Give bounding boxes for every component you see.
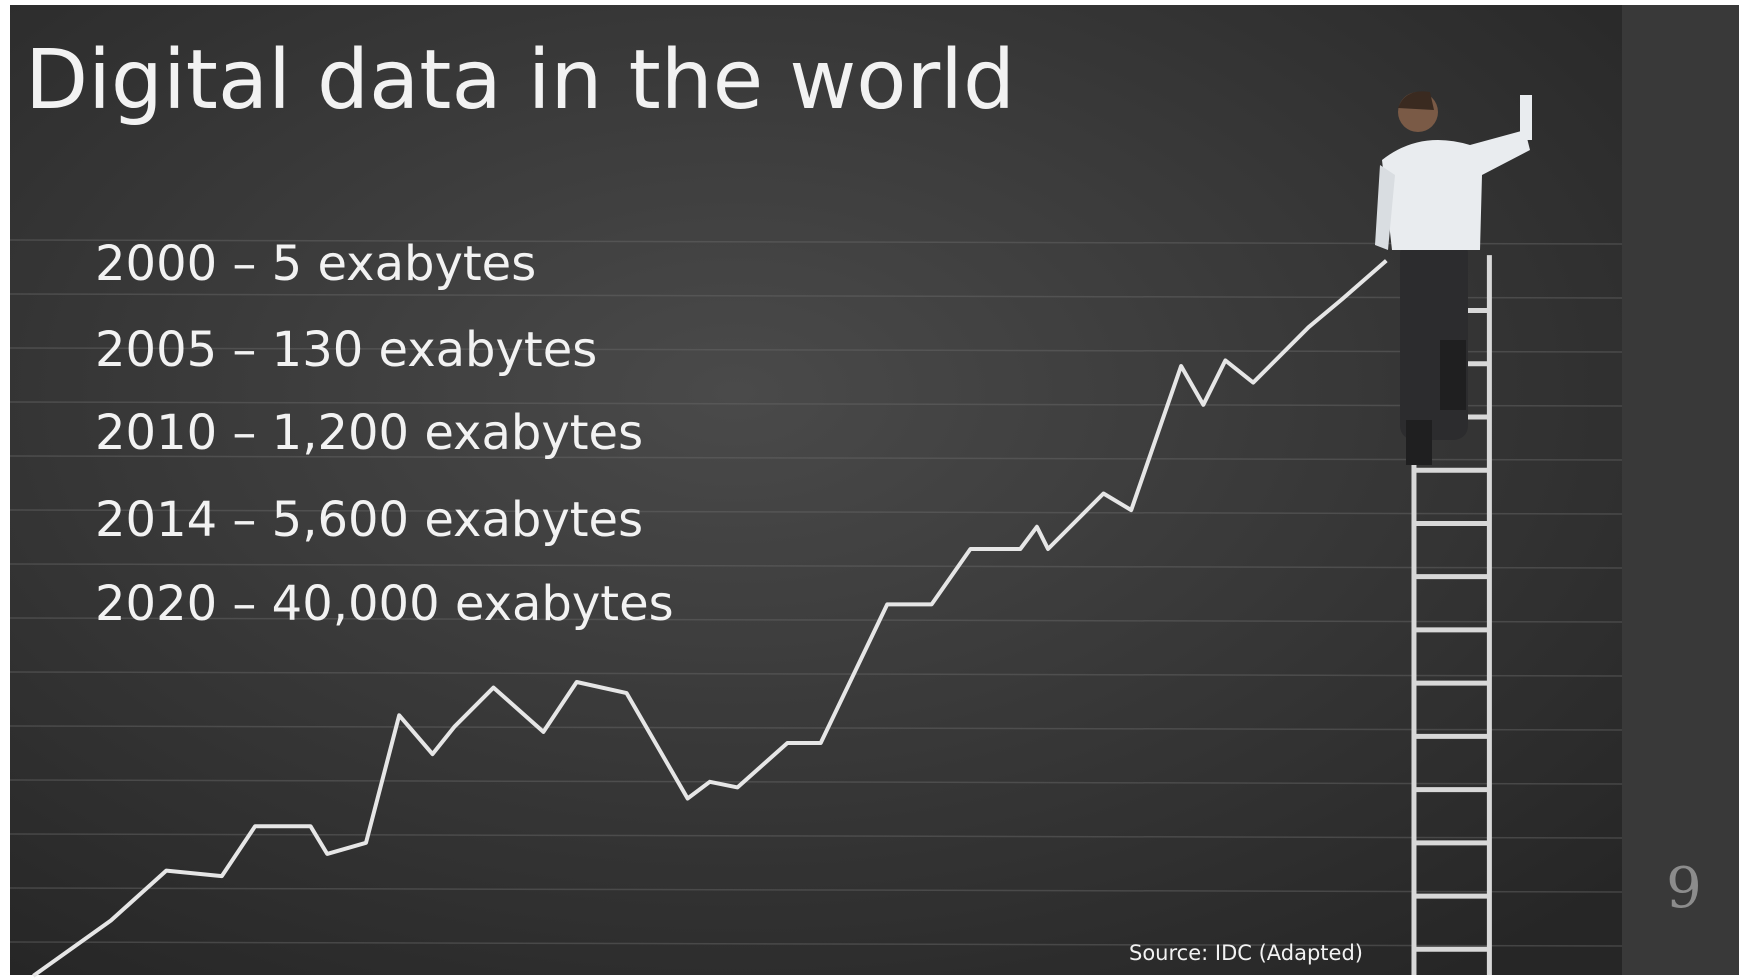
side-strip — [1622, 5, 1739, 975]
data-item: 2020 – 40,000 exabytes — [95, 576, 674, 632]
source-note: Source: IDC (Adapted) — [1129, 941, 1363, 965]
page-number: 9 — [1666, 856, 1702, 921]
data-item: 2005 – 130 exabytes — [95, 322, 597, 378]
data-item: 2000 – 5 exabytes — [95, 236, 536, 292]
slide-title: Digital data in the world — [25, 33, 1015, 128]
slide: Digital data in the world 2000 – 5 exaby… — [0, 0, 1739, 978]
data-item: 2010 – 1,200 exabytes — [95, 405, 643, 461]
data-item: 2014 – 5,600 exabytes — [95, 492, 643, 548]
